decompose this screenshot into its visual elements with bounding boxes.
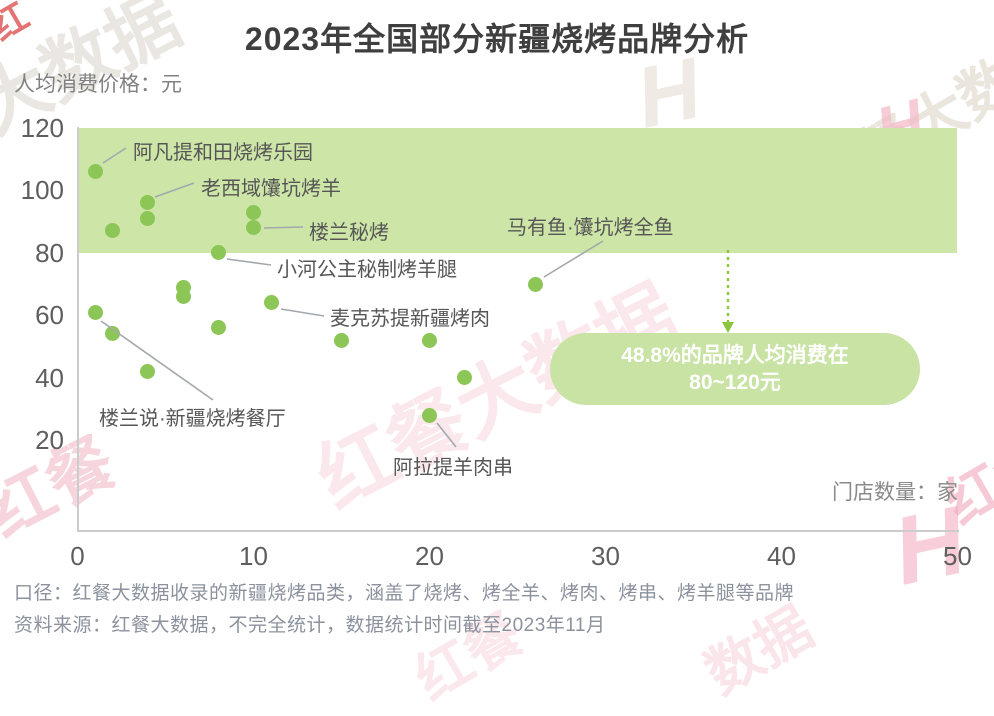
x-tick-label: 50 xyxy=(943,541,972,571)
brand-watermark: 红餐 xyxy=(404,601,533,712)
data-point-label: 马有鱼·馕坑烤全鱼 xyxy=(507,217,674,239)
data-point xyxy=(140,195,156,211)
data-point-label: 楼兰说·新疆烧烤餐厅 xyxy=(99,408,286,430)
data-point xyxy=(263,295,279,311)
data-point xyxy=(246,204,261,220)
data-point xyxy=(140,210,156,226)
x-tick-label: 0 xyxy=(70,541,85,571)
x-tick-label: 40 xyxy=(767,541,796,571)
footnote-source: 资料来源：红餐大数据，不完全统计，数据统计时间截至2023年11月 xyxy=(14,615,606,636)
data-point xyxy=(527,276,543,292)
highlight-band-80-120 xyxy=(79,128,957,253)
y-tick-label: 100 xyxy=(20,175,64,206)
footnote-caliber: 口径：红餐大数据收录的新疆烧烤品类，涵盖了烧烤、烤全羊、烤肉、烤串、烤羊腿等品牌 xyxy=(14,583,795,604)
chart-title: 2023年全国部分新疆烧烤品牌分析 xyxy=(244,21,750,57)
data-point xyxy=(140,363,156,379)
data-point xyxy=(87,164,103,180)
y-tick-label: 40 xyxy=(35,362,64,393)
data-point-label: 阿凡提和田烧烤乐园 xyxy=(133,142,313,164)
x-axis-line xyxy=(77,530,959,532)
y-axis-line xyxy=(77,127,79,532)
data-point xyxy=(175,288,191,304)
data-point xyxy=(422,332,437,348)
annotation-bubble: 48.8%的品牌人均消费在 80~120元 xyxy=(550,333,920,405)
y-axis-title: 人均消费价格：元 xyxy=(14,73,182,96)
data-point xyxy=(422,407,437,423)
y-tick-label: 60 xyxy=(35,300,64,331)
y-tick-label: 20 xyxy=(35,425,64,455)
x-tick-label: 20 xyxy=(415,541,444,571)
data-point-label: 楼兰秘烤 xyxy=(309,222,389,244)
data-point xyxy=(457,370,473,386)
x-tick-label: 10 xyxy=(239,541,268,571)
data-point-label: 麦克苏提新疆烤肉 xyxy=(330,308,490,330)
y-tick-label: 80 xyxy=(35,237,64,268)
annotation-line2: 80~120元 xyxy=(689,371,781,394)
annotation-line1: 48.8%的品牌人均消费在 xyxy=(621,344,849,367)
data-point-label: 小河公主秘制烤羊腿 xyxy=(277,259,457,281)
data-point xyxy=(246,220,261,236)
data-point xyxy=(87,304,103,320)
y-tick-label: 120 xyxy=(20,113,64,143)
data-point xyxy=(105,326,121,342)
data-point xyxy=(105,223,121,239)
x-tick-label: 30 xyxy=(591,541,620,571)
data-point xyxy=(210,245,226,261)
data-point xyxy=(334,332,349,348)
data-point xyxy=(210,320,226,336)
data-point-label: 阿拉提羊肉串 xyxy=(393,457,513,479)
x-axis-title: 门店数量：家 xyxy=(832,481,958,504)
data-point-label: 老西域馕坑烤羊 xyxy=(201,178,341,200)
